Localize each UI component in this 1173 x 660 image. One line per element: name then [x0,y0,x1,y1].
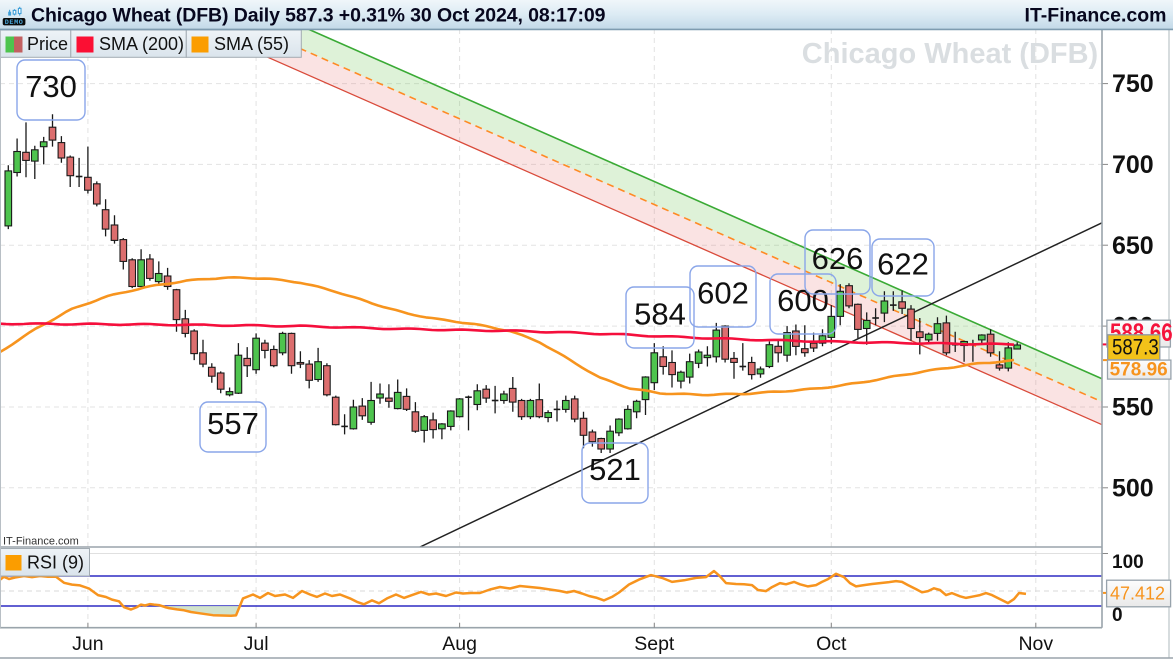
svg-text:IT-Finance.com: IT-Finance.com [1025,5,1167,27]
svg-text:550: 550 [1112,394,1154,422]
svg-text:Jun: Jun [72,633,103,655]
svg-text:622: 622 [877,247,929,282]
svg-text:Chicago Wheat (DFB) Daily 587.: Chicago Wheat (DFB) Daily 587.3 +0.31% 3… [31,5,606,27]
svg-text:SMA (55): SMA (55) [214,34,289,54]
svg-text:0: 0 [1112,605,1123,626]
svg-text:500: 500 [1112,474,1154,502]
svg-text:IT-Finance.com: IT-Finance.com [3,536,79,548]
svg-text:100: 100 [1112,552,1144,573]
svg-text:650: 650 [1112,232,1154,260]
svg-text:521: 521 [589,452,641,487]
svg-text:Price: Price [27,34,68,54]
svg-text:47.412: 47.412 [1110,584,1165,604]
svg-text:Nov: Nov [1018,633,1053,655]
svg-text:587.3: 587.3 [1112,336,1159,360]
svg-text:600: 600 [777,283,829,318]
svg-text:Jul: Jul [244,633,269,655]
svg-text:557: 557 [207,406,259,441]
svg-text:Chicago Wheat (DFB): Chicago Wheat (DFB) [802,38,1098,70]
svg-text:584: 584 [634,297,686,332]
svg-text:Sept: Sept [634,633,675,655]
svg-text:DEMO: DEMO [5,19,24,27]
svg-text:Aug: Aug [442,633,477,655]
svg-text:Oct: Oct [816,633,847,655]
svg-text:602: 602 [697,276,749,311]
svg-text:RSI (9): RSI (9) [27,553,84,573]
svg-text:730: 730 [25,69,77,104]
svg-text:700: 700 [1112,151,1154,179]
svg-text:626: 626 [812,241,864,276]
svg-text:SMA (200): SMA (200) [99,34,184,54]
svg-text:578.96: 578.96 [1110,359,1168,380]
svg-text:750: 750 [1112,70,1154,98]
